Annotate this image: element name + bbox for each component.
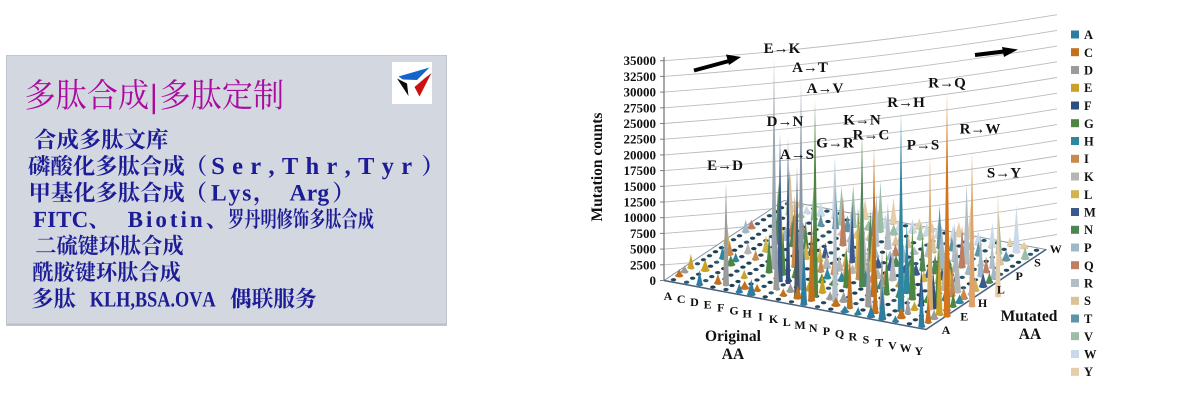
svg-text:Y: Y [914, 344, 923, 358]
svg-text:10000: 10000 [624, 210, 657, 225]
svg-text:Q: Q [1084, 259, 1094, 273]
svg-text:AA: AA [722, 346, 745, 363]
svg-text:H: H [743, 306, 753, 320]
svg-text:32500: 32500 [624, 69, 657, 84]
svg-text:P→S: P→S [907, 138, 940, 154]
svg-text:E→D: E→D [707, 158, 743, 174]
svg-text:D: D [1084, 64, 1093, 78]
svg-text:A: A [942, 323, 951, 337]
svg-text:0: 0 [650, 273, 657, 288]
svg-text:A→T: A→T [792, 60, 828, 76]
svg-text:Original: Original [705, 328, 762, 345]
svg-text:G→R: G→R [816, 136, 854, 152]
svg-text:17500: 17500 [624, 163, 657, 178]
svg-text:Y: Y [1084, 365, 1093, 379]
svg-text:Q: Q [835, 327, 844, 341]
svg-text:K: K [769, 312, 779, 326]
svg-text:H: H [1084, 135, 1094, 149]
svg-text:D→N: D→N [767, 114, 804, 130]
svg-text:A→V: A→V [807, 81, 844, 97]
svg-text:20000: 20000 [624, 147, 657, 162]
svg-text:N: N [1084, 223, 1093, 237]
svg-text:G: G [729, 304, 738, 318]
svg-text:T: T [875, 335, 883, 349]
svg-text:A: A [1084, 28, 1093, 42]
svg-text:S→Y: S→Y [987, 166, 1021, 182]
svg-text:P: P [1016, 269, 1023, 283]
svg-text:K: K [1084, 170, 1094, 184]
svg-text:R: R [1084, 277, 1094, 291]
svg-text:L: L [997, 283, 1005, 297]
svg-text:W: W [1050, 242, 1062, 256]
svg-text:E: E [960, 310, 968, 324]
svg-text:22500: 22500 [624, 132, 657, 147]
svg-text:Mutation counts: Mutation counts [589, 113, 606, 222]
svg-text:R→C: R→C [853, 128, 890, 144]
svg-text:M: M [1084, 206, 1096, 220]
svg-text:V: V [1084, 330, 1093, 344]
svg-text:C: C [1084, 46, 1093, 60]
svg-text:I: I [1084, 152, 1089, 166]
svg-text:W: W [900, 341, 912, 355]
svg-text:5000: 5000 [630, 242, 656, 257]
svg-text:27500: 27500 [624, 100, 657, 115]
svg-text:25000: 25000 [624, 116, 657, 131]
svg-text:R→W: R→W [960, 122, 1001, 138]
svg-text:M: M [794, 318, 805, 332]
svg-text:C: C [677, 292, 686, 306]
svg-text:A→S: A→S [780, 147, 814, 163]
svg-text:S: S [1034, 256, 1041, 270]
svg-text:W: W [1084, 348, 1097, 362]
svg-text:V: V [888, 338, 897, 352]
svg-text:15000: 15000 [624, 179, 657, 194]
svg-text:2500: 2500 [630, 257, 656, 272]
svg-text:F: F [1084, 99, 1092, 113]
svg-text:K→N: K→N [843, 113, 881, 129]
svg-text:H: H [978, 296, 988, 310]
svg-text:35000: 35000 [624, 53, 657, 68]
svg-text:D: D [690, 295, 699, 309]
svg-text:R: R [848, 330, 857, 344]
svg-text:R→H: R→H [887, 95, 925, 111]
svg-text:R→Q: R→Q [928, 76, 966, 92]
svg-text:I: I [758, 309, 763, 323]
svg-text:7500: 7500 [630, 226, 656, 241]
svg-text:Mutated: Mutated [1001, 308, 1058, 325]
svg-text:L: L [1084, 188, 1092, 202]
svg-text:L: L [783, 315, 791, 329]
svg-text:P: P [1084, 241, 1092, 255]
svg-text:T: T [1084, 312, 1093, 326]
svg-text:A: A [664, 289, 673, 303]
svg-text:G: G [1084, 117, 1094, 131]
svg-text:E→K: E→K [764, 41, 801, 57]
svg-text:E: E [1084, 81, 1092, 95]
svg-text:F: F [717, 301, 724, 315]
svg-text:12500: 12500 [624, 195, 657, 210]
svg-text:30000: 30000 [624, 85, 657, 100]
svg-text:P: P [823, 324, 830, 338]
svg-text:S: S [863, 333, 870, 347]
svg-text:AA: AA [1019, 326, 1042, 343]
svg-text:N: N [809, 321, 818, 335]
svg-text:S: S [1084, 294, 1091, 308]
svg-text:E: E [704, 298, 712, 312]
